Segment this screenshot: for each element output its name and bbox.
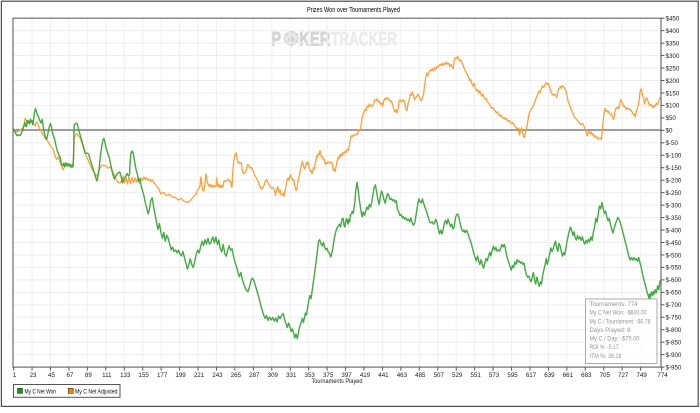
svg-text:683: 683: [581, 372, 592, 379]
svg-text:Days Played: 8: Days Played: 8: [590, 327, 631, 334]
svg-text:551: 551: [470, 372, 481, 379]
svg-text:$-250: $-250: [666, 190, 682, 197]
svg-text:353: 353: [305, 372, 316, 379]
svg-text:199: 199: [175, 372, 186, 379]
svg-text:$250: $250: [666, 65, 680, 72]
svg-text:$-50: $-50: [666, 140, 679, 147]
svg-text:My C Net Adjusted: My C Net Adjusted: [75, 388, 118, 395]
svg-text:$-200: $-200: [666, 177, 682, 184]
svg-text:ROI %: -5.17: ROI %: -5.17: [590, 344, 619, 351]
svg-text:My C / Tournament: -$0.78: My C / Tournament: -$0.78: [590, 318, 651, 325]
svg-text:221: 221: [194, 372, 205, 379]
svg-text:419: 419: [360, 372, 371, 379]
svg-text:529: 529: [452, 372, 463, 379]
svg-text:My C Net Won: -$600.00: My C Net Won: -$600.00: [590, 310, 647, 317]
svg-text:749: 749: [636, 372, 647, 379]
svg-text:155: 155: [139, 372, 150, 379]
svg-text:727: 727: [618, 372, 629, 379]
svg-text:243: 243: [212, 372, 223, 379]
svg-text:$-800: $-800: [666, 327, 682, 334]
svg-text:309: 309: [268, 372, 279, 379]
svg-text:639: 639: [544, 372, 555, 379]
svg-text:331: 331: [286, 372, 297, 379]
svg-text:67: 67: [66, 372, 73, 379]
svg-text:$-500: $-500: [666, 252, 682, 259]
svg-text:89: 89: [85, 372, 92, 379]
svg-text:$50: $50: [666, 115, 677, 122]
svg-text:$100: $100: [666, 103, 680, 110]
svg-text:617: 617: [526, 372, 537, 379]
svg-text:$-550: $-550: [666, 265, 682, 272]
svg-text:Prizes Won over Tournaments Pl: Prizes Won over Tournaments Played: [307, 5, 400, 14]
svg-text:$-350: $-350: [666, 215, 682, 222]
svg-text:My C / Day: -$75.00: My C / Day: -$75.00: [590, 336, 640, 343]
svg-text:$200: $200: [666, 78, 680, 85]
svg-text:$-400: $-400: [666, 227, 682, 234]
svg-text:397: 397: [341, 372, 352, 379]
svg-text:$-850: $-850: [666, 339, 682, 346]
svg-text:$-900: $-900: [666, 352, 682, 359]
svg-text:661: 661: [563, 372, 574, 379]
svg-text:463: 463: [397, 372, 408, 379]
svg-text:774: 774: [657, 372, 668, 379]
svg-text:23: 23: [30, 372, 37, 379]
svg-text:$-150: $-150: [666, 165, 682, 172]
svg-text:705: 705: [600, 372, 611, 379]
svg-text:$150: $150: [666, 90, 680, 97]
svg-text:$-750: $-750: [666, 315, 682, 322]
svg-text:45: 45: [48, 372, 55, 379]
svg-text:Tournaments: 774: Tournaments: 774: [590, 301, 638, 308]
svg-text:265: 265: [231, 372, 242, 379]
svg-text:$-300: $-300: [666, 202, 682, 209]
svg-text:$-700: $-700: [666, 302, 682, 309]
svg-text:KER: KER: [299, 29, 330, 51]
svg-text:$-450: $-450: [666, 240, 682, 247]
svg-text:485: 485: [415, 372, 426, 379]
svg-text:287: 287: [249, 372, 260, 379]
svg-text:$300: $300: [666, 53, 680, 60]
svg-text:595: 595: [507, 372, 518, 379]
svg-text:$-950: $-950: [666, 364, 682, 371]
svg-text:ITM %: 36.18: ITM %: 36.18: [590, 353, 622, 360]
svg-text:P: P: [271, 29, 281, 51]
svg-text:111: 111: [102, 372, 112, 379]
svg-text:177: 177: [157, 372, 168, 379]
svg-text:Tournaments Played: Tournaments Played: [312, 378, 363, 385]
svg-text:441: 441: [378, 372, 389, 379]
svg-text:$-100: $-100: [666, 153, 682, 160]
svg-text:375: 375: [323, 372, 334, 379]
svg-text:$0: $0: [666, 128, 673, 135]
svg-text:$-600: $-600: [666, 277, 682, 284]
svg-text:133: 133: [120, 372, 131, 379]
svg-text:573: 573: [489, 372, 500, 379]
svg-text:507: 507: [434, 372, 445, 379]
svg-text:$400: $400: [666, 28, 680, 35]
svg-text:$350: $350: [666, 40, 680, 47]
svg-text:$450: $450: [666, 16, 680, 23]
svg-text:1: 1: [13, 372, 17, 379]
svg-text:$-650: $-650: [666, 290, 682, 297]
svg-text:My C Net Won: My C Net Won: [25, 388, 57, 395]
